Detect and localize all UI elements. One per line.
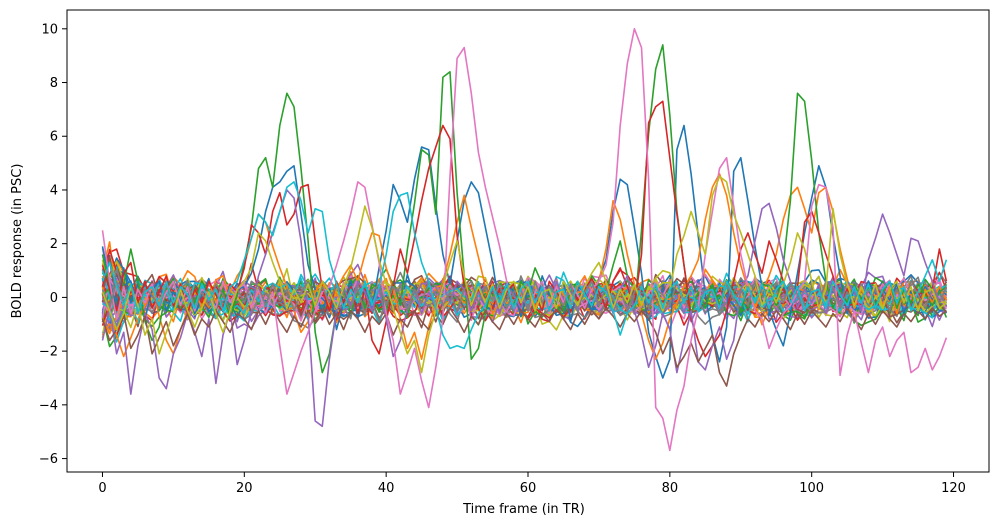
y-tick-label: 10	[41, 22, 58, 37]
series-line-9	[101, 175, 947, 374]
y-axis-ticks: −6 −4 −2 0 2 4 6 8 10	[39, 22, 67, 467]
y-axis-label: BOLD response (in PSC)	[10, 164, 25, 319]
series-line-1	[101, 124, 947, 379]
y-tick-label: −4	[39, 398, 58, 413]
x-axis-ticks: 0 20 40 60 80 100 120	[98, 472, 966, 496]
x-tick-label: 60	[520, 481, 537, 496]
series-layer	[101, 27, 948, 452]
y-tick-label: 6	[50, 130, 58, 145]
x-tick-label: 80	[662, 481, 679, 496]
y-tick-label: 2	[50, 237, 58, 252]
series-line-10	[101, 181, 948, 350]
x-tick-label: 20	[236, 481, 253, 496]
series-line-3	[101, 44, 947, 374]
y-tick-label: 4	[50, 183, 58, 198]
x-axis-label: Time frame (in TR)	[462, 502, 585, 517]
series-line-6	[101, 307, 947, 387]
x-tick-label: 40	[378, 481, 395, 496]
x-tick-label: 100	[799, 481, 824, 496]
y-tick-label: −2	[39, 345, 58, 360]
x-tick-label: 0	[98, 481, 106, 496]
y-tick-label: −6	[39, 452, 58, 467]
y-tick-label: 0	[50, 291, 58, 306]
y-tick-label: 8	[50, 76, 58, 91]
series-line-background-36	[101, 259, 948, 325]
x-tick-label: 120	[941, 481, 966, 496]
